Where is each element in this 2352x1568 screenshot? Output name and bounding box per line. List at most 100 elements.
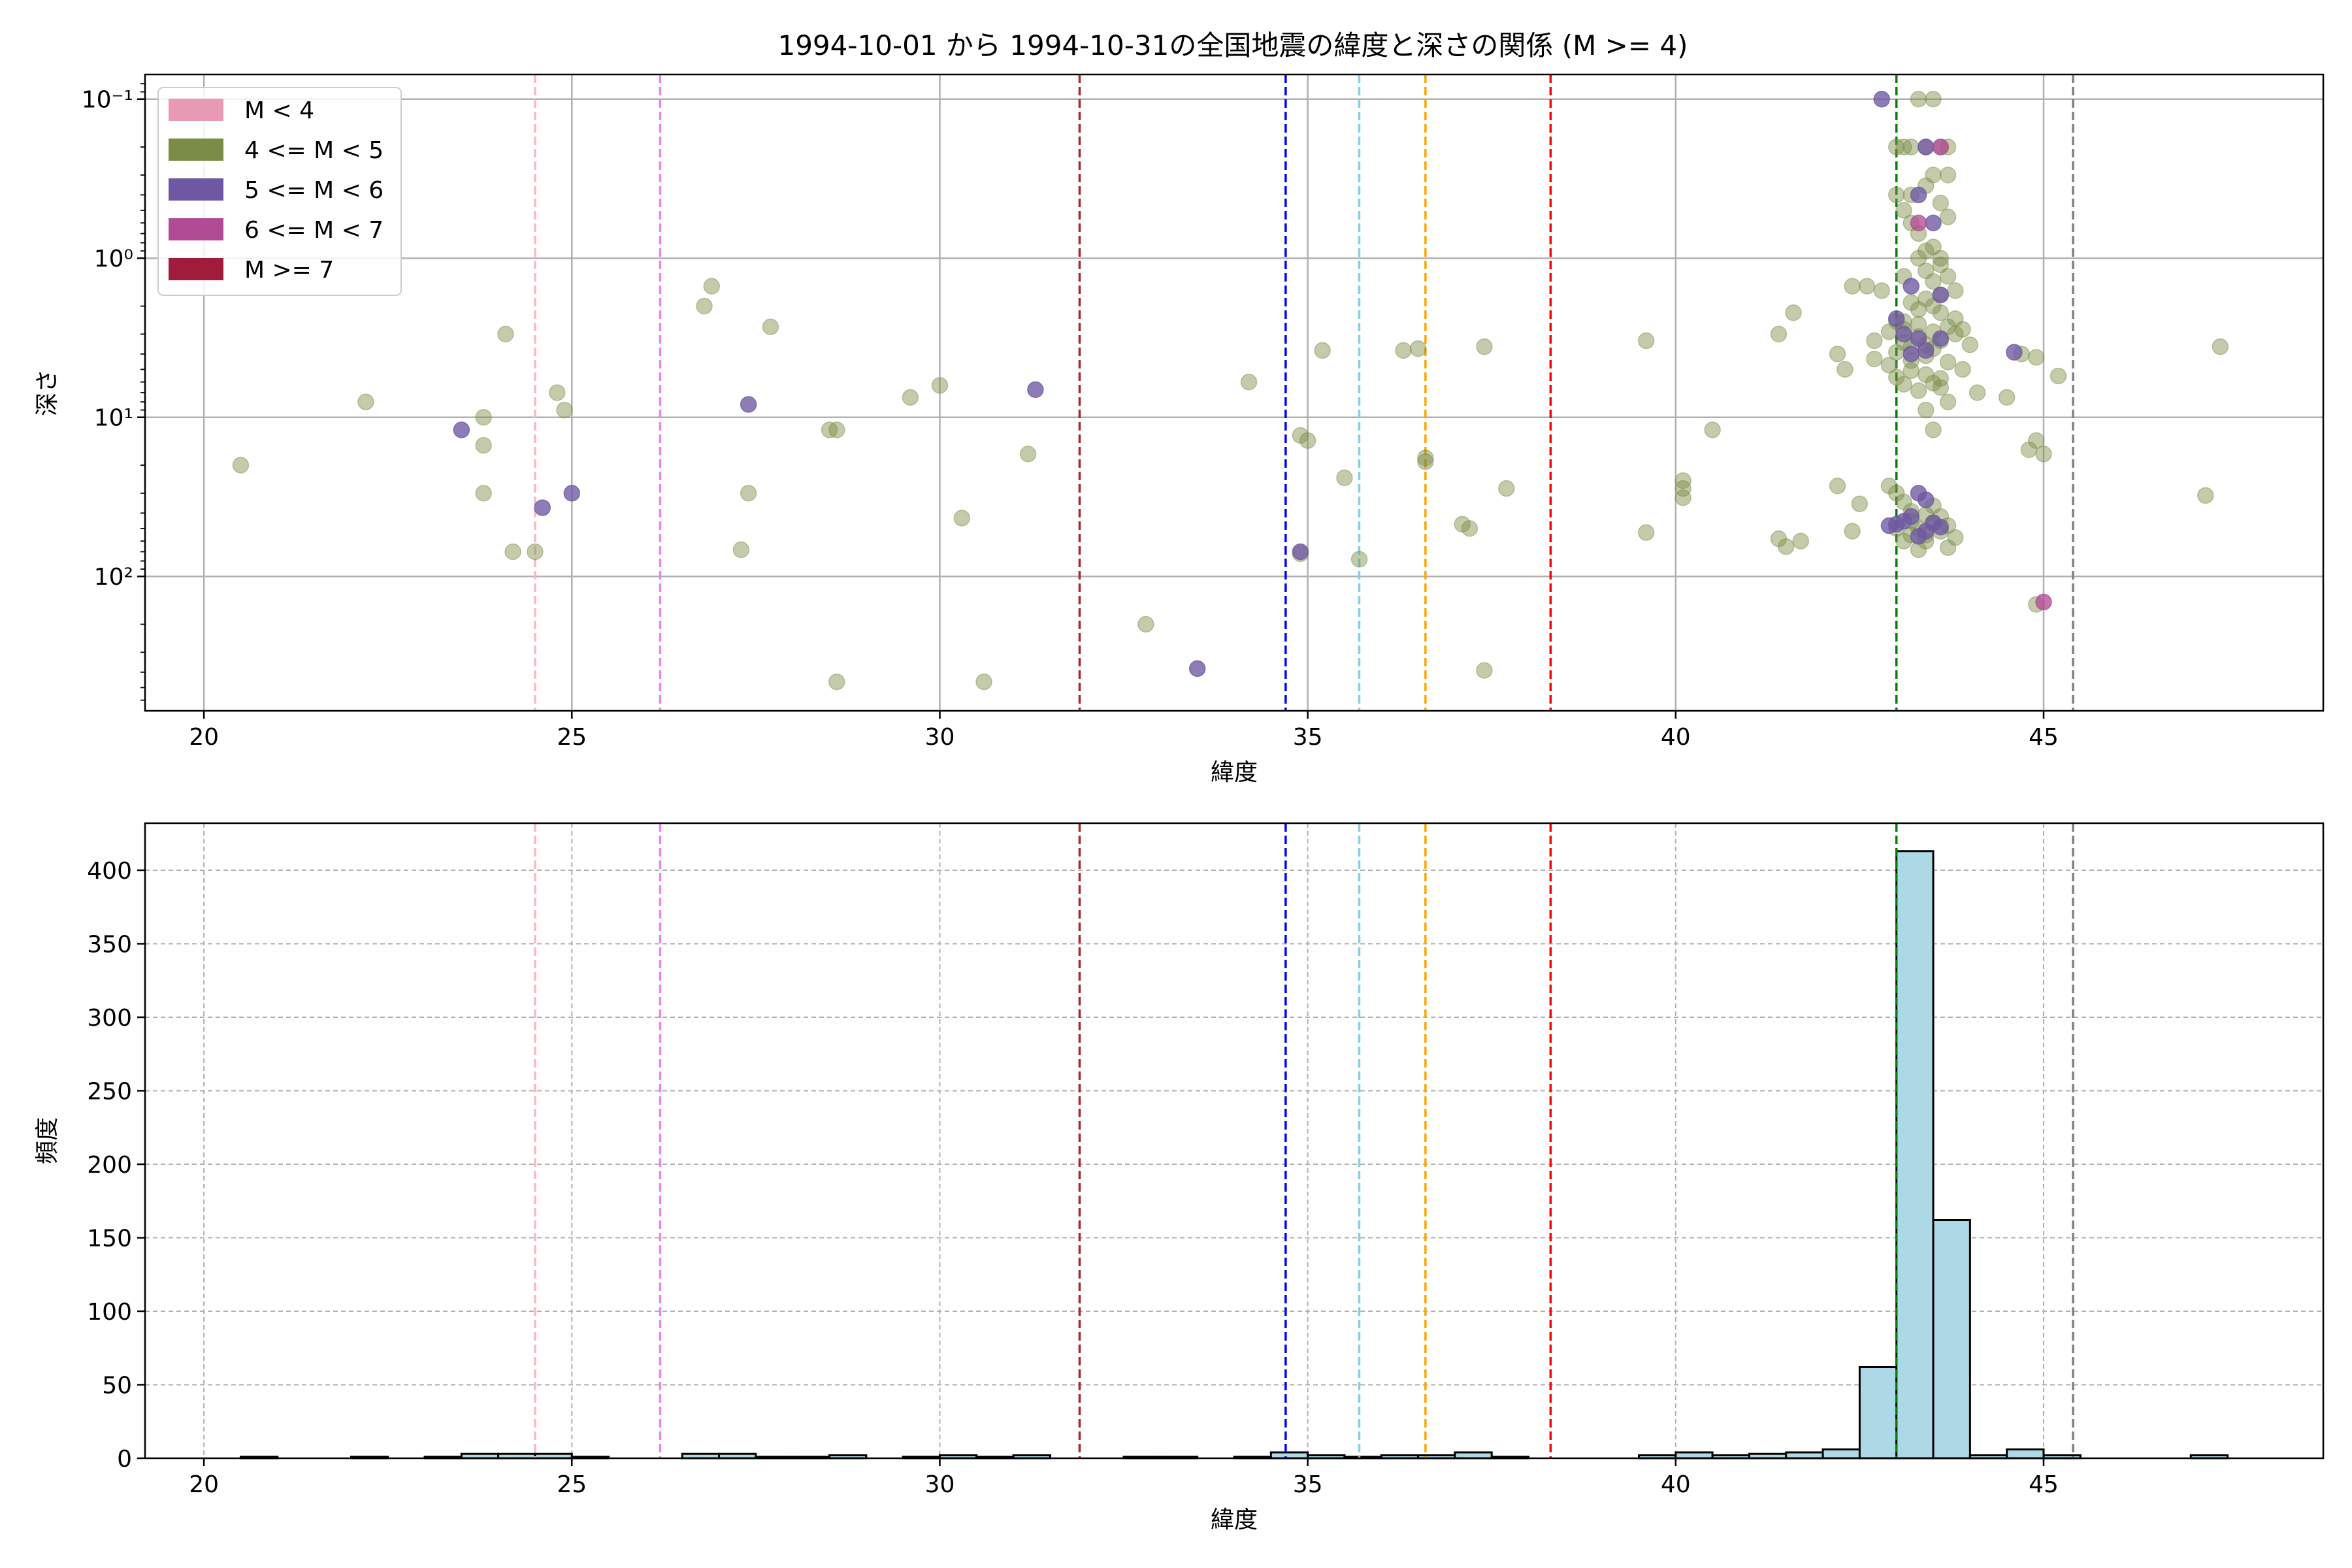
scatter-point <box>1910 214 1927 231</box>
scatter-point <box>1925 421 1942 438</box>
scatter-point <box>357 393 374 410</box>
scatter-point <box>1939 393 1957 410</box>
scatter-point <box>1638 524 1655 541</box>
scatter-point <box>1887 186 1905 204</box>
scatter-point <box>1947 529 1964 546</box>
scatter-point <box>1932 195 1950 212</box>
hist-y-tick-label: 0 <box>117 1446 132 1473</box>
scatter-point <box>1829 346 1846 363</box>
scatter-x-axis-label: 緯度 <box>1211 759 1258 786</box>
scatter-point <box>1873 282 1890 299</box>
hist-x-tick-label: 40 <box>1661 1471 1691 1498</box>
scatter-point <box>549 384 566 401</box>
hist-x-tick-label: 20 <box>189 1471 219 1498</box>
scatter-point <box>1674 472 1691 489</box>
scatter-point <box>1932 250 1950 267</box>
hist-y-tick-label: 150 <box>87 1226 132 1252</box>
scatter-point <box>1792 532 1810 549</box>
legend-swatch <box>169 99 223 121</box>
scatter-point <box>1961 336 1979 353</box>
legend-swatch <box>169 139 223 161</box>
scatter-point <box>1417 449 1434 466</box>
scatter-point <box>975 673 992 691</box>
scatter-point <box>1939 539 1957 557</box>
scatter-point <box>828 421 845 438</box>
scatter-point <box>1851 495 1869 512</box>
scatter-frame <box>144 73 2325 712</box>
scatter-point <box>2035 446 2052 463</box>
scatter-point <box>497 325 514 343</box>
scatter-point <box>1918 139 1935 155</box>
scatter-point <box>1844 523 1861 540</box>
hist-x-tick-label: 45 <box>2029 1471 2059 1498</box>
scatter-point <box>1314 342 1331 359</box>
scatter-point <box>1932 139 1950 155</box>
scatter-point <box>732 541 750 559</box>
hist-y-axis-label: 頻度 <box>34 1117 61 1164</box>
scatter-point <box>1903 508 1919 525</box>
figure-title: 1994-10-01 から 1994-10-31の全国地震の緯度と深さの関係 (… <box>777 29 1688 61</box>
scatter-point <box>1932 330 1950 347</box>
scatter-point <box>1939 268 1957 285</box>
scatter-point <box>1454 515 1471 533</box>
scatter-x-tick-label: 35 <box>1293 724 1323 751</box>
scatter-point <box>1292 427 1309 444</box>
scatter-point <box>1932 256 1950 274</box>
scatter-x-tick-label: 45 <box>2029 724 2059 751</box>
scatter-point <box>1925 238 1942 255</box>
scatter-point <box>1409 340 1427 357</box>
scatter-point <box>1137 615 1154 633</box>
scatter-point <box>475 436 492 454</box>
scatter-point <box>740 485 757 502</box>
scatter-point <box>1939 353 1957 371</box>
histogram-bar <box>1674 1451 1714 1460</box>
legend-label: M >= 7 <box>244 257 334 284</box>
scatter-point <box>1910 186 1927 204</box>
scatter-point <box>1895 376 1912 393</box>
histogram-bar <box>1785 1451 1824 1460</box>
scatter-x-tick-label: 30 <box>925 724 955 751</box>
scatter-point <box>1895 202 1912 219</box>
legend-swatch <box>169 218 223 240</box>
scatter-point <box>762 318 779 336</box>
scatter-point <box>1910 250 1927 267</box>
scatter-point <box>1932 286 1950 304</box>
scatter-point <box>556 401 573 419</box>
scatter-y-tick-label: 10⁻¹ <box>82 87 133 114</box>
hist-y-tick-label: 50 <box>102 1373 132 1399</box>
scatter-point <box>475 408 492 426</box>
hist-x-tick-label: 30 <box>925 1471 955 1498</box>
histogram-axes: 20 25 30 35 40 45 0 50 100 150 200 250 300 350 400 緯度 頻度 <box>34 822 2325 1533</box>
hist-y-tick-label: 200 <box>87 1152 132 1179</box>
scatter-point <box>1910 382 1927 399</box>
scatter-point <box>1925 374 1942 392</box>
scatter-point <box>1829 478 1846 495</box>
scatter-point <box>1954 361 1971 378</box>
histogram-bar <box>1821 1448 1861 1460</box>
scatter-point <box>1027 381 1044 399</box>
scatter-point <box>1903 346 1919 363</box>
scatter-point <box>2197 487 2214 504</box>
scatter-x-tick-label: 25 <box>557 724 587 751</box>
legend-label: 5 <= M < 6 <box>244 177 384 204</box>
scatter-point <box>1903 362 1919 380</box>
histogram-bar <box>2006 1448 2045 1460</box>
scatter-point <box>2006 344 2023 361</box>
hist-y-tick-label: 400 <box>87 858 132 885</box>
scatter-point <box>1395 342 1412 359</box>
scatter-point <box>232 457 250 474</box>
scatter-point <box>1778 538 1795 555</box>
scatter-y-tick-label: 10⁰ <box>94 246 133 272</box>
scatter-point <box>1895 139 1912 155</box>
scatter-point <box>1019 446 1037 463</box>
hist-x-tick-label: 25 <box>557 1471 587 1498</box>
scatter-point <box>1903 278 1919 295</box>
scatter-point <box>1895 532 1912 549</box>
scatter-point <box>1770 325 1788 343</box>
scatter-x-tick-label: 20 <box>189 724 219 751</box>
scatter-point <box>902 389 919 406</box>
scatter-point <box>563 485 581 502</box>
scatter-point <box>1887 368 1905 386</box>
scatter-point <box>1704 421 1721 438</box>
